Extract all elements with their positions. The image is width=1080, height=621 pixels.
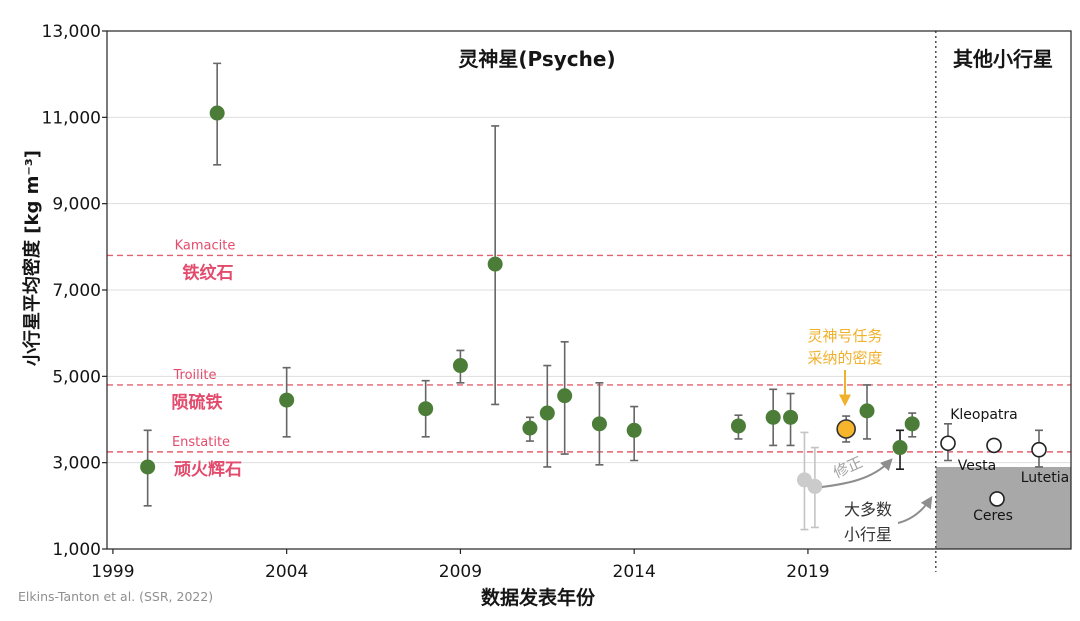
estimates-point-0	[140, 459, 156, 475]
y-tick-label-7000: 7,000	[52, 281, 101, 301]
mission-adopted-point-0	[836, 419, 856, 439]
mission-note-line-1: 灵神号任务	[807, 327, 882, 345]
x-axis-label: 数据发表年份	[481, 586, 596, 609]
asteroid-point-vesta	[986, 437, 1002, 454]
asteroid-label-vesta: Vesta	[958, 458, 996, 474]
x-tick-label-2014: 2014	[613, 562, 656, 582]
most-asteroids-layer	[935, 466, 1071, 549]
reference-label-zh-troilite: 陨硫铁	[172, 392, 223, 413]
estimates-point-10	[626, 422, 642, 438]
asteroid-label-ceres: Ceres	[973, 508, 1013, 524]
data-marks: Kleopatra Vesta Ceres Lutetia	[140, 62, 1070, 531]
estimates-point-8	[557, 388, 573, 404]
reference-label-zh-enstatite: 顽火辉石	[174, 460, 242, 480]
estimates-point-6	[522, 420, 538, 436]
estimates-point-11	[730, 418, 746, 434]
y-tick-label-9000: 9,000	[52, 195, 101, 215]
asteroid-point-ceres	[989, 491, 1005, 507]
reference-label-en-enstatite: Enstatite	[172, 435, 230, 450]
estimates-point-13	[783, 409, 799, 425]
estimates-point-4	[452, 358, 468, 374]
source-citation: Elkins-Tanton et al. (SSR, 2022)	[18, 589, 213, 604]
asteroid-label-lutetia: Lutetia	[1021, 470, 1070, 486]
estimates-point-9	[591, 416, 607, 432]
reference-label-en-troilite: Troilite	[173, 368, 217, 383]
x-tick-label-2009: 2009	[439, 562, 482, 582]
most-asteroids-label-line-2: 小行星	[844, 525, 892, 544]
most-asteroids-label-line-1: 大多数	[844, 500, 892, 519]
asteroid-point-lutetia	[1031, 441, 1047, 458]
asteroid-label-kleopatra: Kleopatra	[950, 407, 1018, 423]
mission-note-line-2: 采纳的密度	[807, 349, 882, 367]
estimates-point-16	[904, 416, 920, 432]
y-tick-label-5000: 5,000	[52, 367, 101, 387]
x-tick-label-1999: 1999	[91, 562, 134, 582]
x-tick-label-2019: 2019	[786, 562, 829, 582]
estimates-point-1	[209, 105, 225, 121]
estimates-point-12	[765, 409, 781, 425]
gridlines	[107, 116, 1071, 464]
y-tick-label-3000: 3,000	[52, 454, 101, 474]
pre-correction-point-1	[807, 478, 823, 494]
estimates-point-15	[892, 440, 908, 456]
reference-label-zh-kamacite: 铁纹石	[183, 262, 234, 283]
most-asteroids-region	[935, 466, 1071, 549]
panel-title-psyche: 灵神星(Psyche)	[458, 47, 615, 71]
correction-arrow	[821, 458, 893, 488]
y-axis-label: 小行星平均密度 [kg m⁻³]	[21, 150, 43, 366]
estimates-point-2	[279, 392, 295, 408]
estimates-point-7	[539, 405, 555, 421]
reference-lines: Kamacite 铁纹石 Troilite 陨硫铁 Enstatite 顽火辉石	[107, 238, 1071, 480]
estimates-point-5	[487, 256, 503, 272]
panel-title-others: 其他小行星	[953, 47, 1053, 71]
x-tick-label-2004: 2004	[265, 562, 308, 582]
y-tick-label-11000: 11,000	[42, 108, 101, 128]
y-tick-label-13000: 13,000	[42, 22, 101, 42]
y-tick-label-1000: 1,000	[52, 540, 101, 560]
axes: 1,000 3,000 5,000 7,000 9,000 11,000 13,000 199…	[42, 22, 830, 582]
reference-label-en-kamacite: Kamacite	[175, 238, 236, 253]
estimates-point-14	[859, 403, 875, 419]
most-asteroids-arrow	[897, 495, 933, 524]
estimates-point-3	[418, 401, 434, 417]
asteroid-point-kleopatra	[940, 435, 956, 452]
